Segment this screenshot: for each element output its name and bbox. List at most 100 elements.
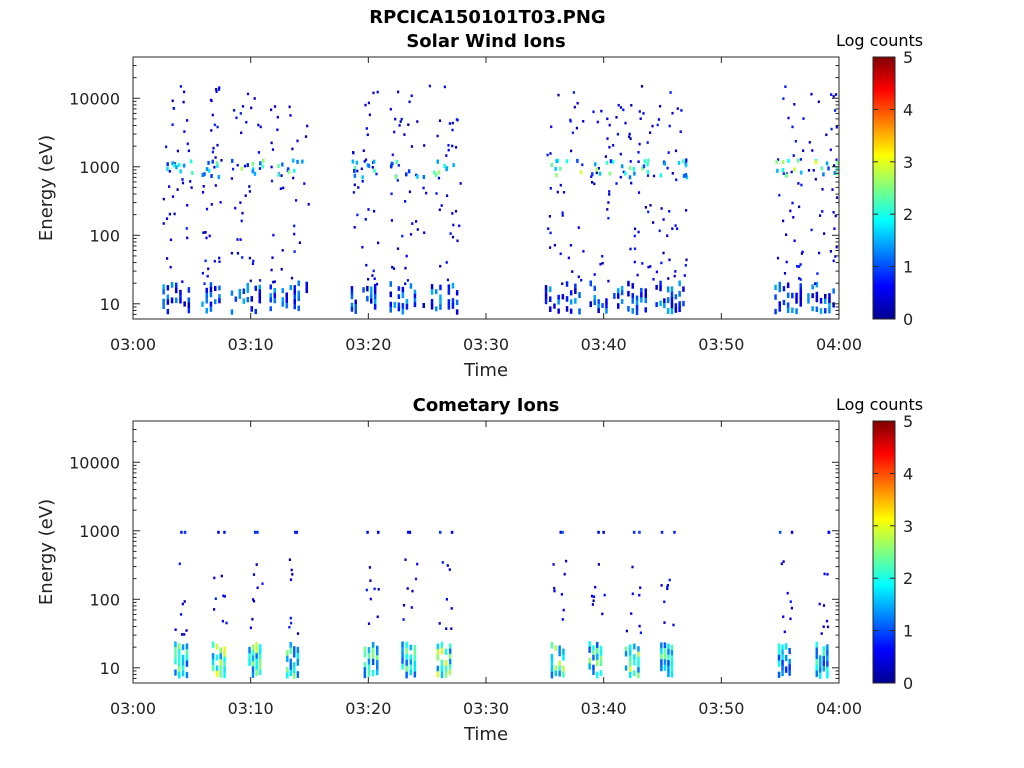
peak-cell — [554, 166, 557, 171]
data-cell — [215, 654, 219, 661]
data-cell — [597, 303, 600, 309]
data-point — [802, 117, 805, 120]
data-point — [799, 263, 802, 266]
data-point — [446, 564, 449, 567]
data-cell — [430, 303, 434, 310]
data-cell — [366, 295, 369, 302]
x-axis-label: Time — [463, 360, 508, 381]
data-cell — [389, 306, 392, 313]
data-point — [800, 183, 803, 187]
data-cell — [807, 293, 810, 299]
data-cell — [620, 286, 624, 291]
data-cell — [166, 285, 170, 291]
data-cell — [631, 298, 634, 304]
data-cell — [162, 303, 165, 309]
data-cell — [251, 666, 255, 673]
data-cell — [187, 297, 191, 304]
data-point — [425, 191, 428, 195]
data-point — [248, 256, 251, 260]
data-cell — [635, 309, 639, 315]
peak-cell — [179, 169, 182, 174]
data-cell — [215, 670, 219, 677]
data-point — [404, 558, 407, 561]
data-point — [546, 153, 549, 157]
data-point — [174, 628, 177, 631]
data-point — [176, 149, 179, 153]
data-cell — [350, 306, 354, 312]
data-point — [649, 265, 652, 268]
data-cell — [209, 301, 213, 307]
peak-cell — [353, 169, 356, 173]
data-point — [638, 593, 641, 597]
data-point — [185, 227, 188, 230]
data-point — [365, 127, 368, 130]
data-point — [240, 219, 243, 223]
data-point — [271, 148, 275, 151]
burst-4 — [350, 90, 380, 314]
data-cell — [251, 655, 255, 662]
data-point — [789, 209, 792, 213]
peak-cell — [450, 530, 454, 534]
burst-2 — [230, 92, 265, 315]
data-cell — [286, 650, 289, 657]
data-cell — [435, 289, 438, 295]
data-point — [793, 239, 796, 243]
data-point — [414, 577, 418, 581]
data-cell — [401, 303, 405, 310]
data-point — [270, 108, 273, 112]
data-point — [410, 94, 413, 98]
data-cell — [781, 670, 784, 677]
peak-cell — [355, 160, 359, 165]
data-cell — [370, 290, 373, 296]
panel-title-solar-wind: Solar Wind Ions — [406, 31, 566, 52]
data-cell — [175, 297, 178, 304]
peak-cell — [833, 170, 837, 175]
peak-cell — [373, 168, 376, 173]
data-cell — [822, 665, 825, 672]
data-point — [608, 123, 611, 127]
data-point — [367, 622, 371, 625]
data-point — [553, 589, 556, 593]
data-cell — [258, 654, 262, 660]
data-point — [606, 208, 609, 211]
data-point — [276, 128, 279, 132]
data-point — [371, 166, 374, 169]
data-cell — [215, 665, 219, 672]
data-cell — [592, 655, 595, 661]
data-cell — [637, 646, 640, 653]
data-point — [674, 149, 678, 153]
data-cell — [413, 302, 417, 308]
data-cell — [629, 644, 632, 651]
data-point — [258, 167, 261, 170]
data-cell — [778, 286, 781, 293]
peak-cell — [595, 167, 599, 172]
data-cell — [223, 667, 226, 673]
data-point — [571, 270, 574, 273]
peak-cell — [597, 530, 600, 534]
data-point — [375, 172, 378, 176]
data-cell — [293, 646, 296, 653]
data-cell — [293, 662, 296, 669]
data-point — [186, 236, 189, 240]
data-cell — [293, 673, 296, 679]
peak-cell — [790, 530, 794, 534]
data-point — [406, 279, 409, 282]
data-point — [179, 85, 182, 88]
data-cell — [599, 670, 603, 676]
data-point — [832, 211, 835, 214]
data-cell — [179, 298, 182, 304]
data-point — [671, 227, 674, 230]
data-point — [597, 167, 600, 170]
data-cell — [413, 666, 417, 673]
data-cell — [778, 306, 781, 312]
data-cell — [285, 302, 288, 309]
data-point — [214, 184, 217, 187]
data-cell — [401, 641, 404, 648]
data-cell — [774, 308, 777, 315]
data-point — [820, 632, 823, 635]
data-point — [798, 205, 801, 209]
data-cell — [366, 285, 369, 292]
data-cell — [439, 294, 442, 300]
data-point — [826, 625, 830, 629]
data-point — [352, 151, 355, 154]
